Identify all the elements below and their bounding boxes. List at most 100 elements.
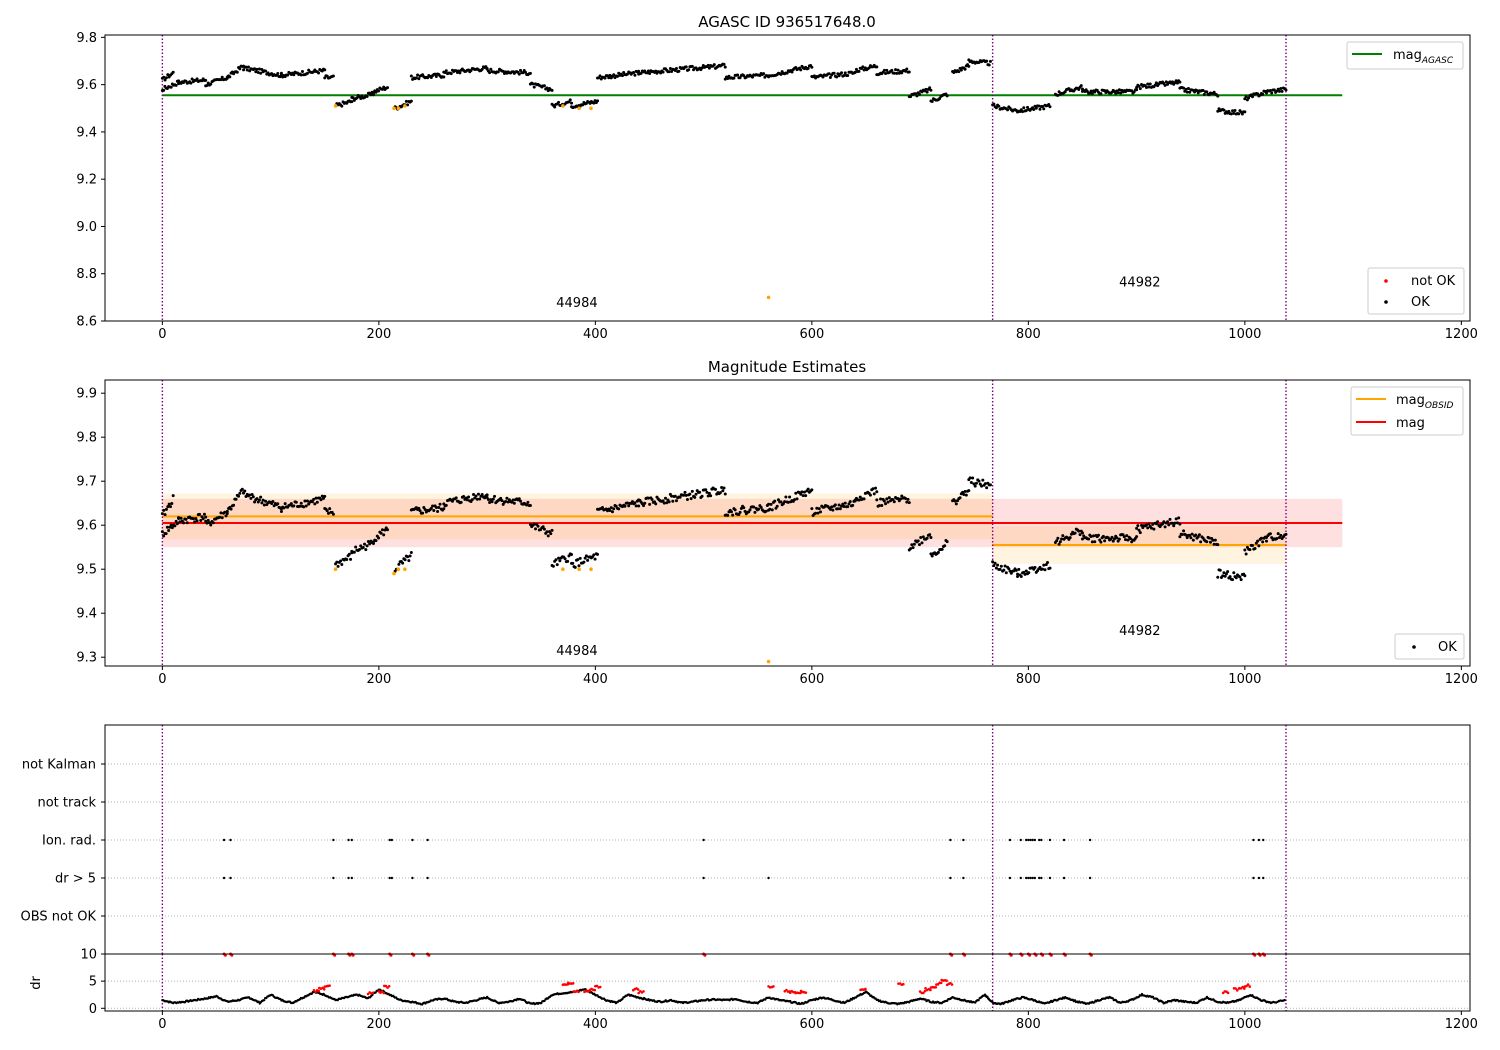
- ok-point: [573, 565, 577, 569]
- ok-point: [1197, 533, 1201, 537]
- ok-point: [1233, 108, 1237, 112]
- ok-point: [857, 498, 861, 502]
- dr-panel-frame: [104, 953, 1471, 1012]
- ok-point: [164, 507, 168, 511]
- flag-point: [350, 876, 354, 880]
- ok-point: [954, 502, 958, 506]
- ok-point: [532, 522, 536, 526]
- ok-point: [1162, 520, 1166, 524]
- ok-point: [857, 69, 861, 73]
- ok-point: [162, 88, 166, 92]
- ok-point: [368, 542, 372, 546]
- flag-point: [1252, 838, 1255, 842]
- clipped-point: [403, 104, 407, 108]
- dr-y-tick-label: 5: [89, 975, 97, 990]
- ok-point: [220, 516, 224, 520]
- ok-point: [298, 504, 302, 508]
- x-tick-label: 200: [366, 1017, 391, 1032]
- ok-point: [757, 507, 761, 511]
- ok-point: [904, 496, 908, 500]
- ok-point: [662, 501, 666, 505]
- flag-point: [1024, 838, 1028, 842]
- ok-point: [1138, 531, 1142, 535]
- ok-point: [875, 490, 879, 494]
- ok-point: [504, 500, 508, 504]
- ok-point: [841, 502, 845, 506]
- flag-category-label: not track: [37, 796, 96, 811]
- ok-point: [521, 71, 525, 75]
- ok-point: [164, 76, 168, 80]
- ok-point: [1239, 578, 1243, 582]
- ok-point: [292, 504, 296, 508]
- ok-point: [554, 558, 558, 562]
- flag-point: [388, 838, 391, 842]
- ok-point: [474, 494, 478, 498]
- ok-point: [1135, 535, 1139, 539]
- y-tick-label: 9.9: [76, 387, 97, 402]
- ok-point: [904, 69, 908, 73]
- ok-point: [433, 72, 437, 76]
- ok-point: [836, 507, 840, 511]
- mag-legend-label: mag: [1396, 416, 1425, 431]
- ok-point: [1277, 89, 1281, 93]
- ok-point: [586, 558, 590, 562]
- ok-point: [1237, 112, 1241, 116]
- ok-point: [339, 559, 343, 563]
- ok-point: [1221, 574, 1225, 578]
- ok-point: [905, 67, 909, 71]
- ok-point: [1227, 109, 1231, 113]
- ok-point: [1135, 88, 1139, 92]
- dr-not-ok-point: [387, 984, 391, 988]
- ok-point: [225, 509, 229, 513]
- ok-point: [1173, 521, 1177, 525]
- ok-point: [929, 535, 933, 539]
- ok-point: [1153, 83, 1157, 87]
- ok-point: [1080, 531, 1084, 535]
- ok-point: [168, 505, 172, 509]
- ok-point: [480, 492, 484, 496]
- dr-not-ok-point: [902, 982, 905, 986]
- ok-point: [1284, 88, 1288, 92]
- ok-point: [444, 503, 448, 507]
- ok-point: [674, 499, 678, 503]
- ok-point: [1017, 567, 1021, 571]
- ok-point: [1166, 520, 1170, 524]
- ok-point: [175, 522, 179, 526]
- ok-point: [769, 502, 773, 506]
- clipped-point: [766, 295, 771, 300]
- ok-point: [163, 78, 167, 82]
- ok-point: [806, 66, 810, 70]
- flag-point: [1040, 876, 1043, 880]
- ok-point: [382, 85, 386, 89]
- dr-not-ok-point: [314, 990, 317, 994]
- ok-point: [1077, 529, 1081, 533]
- flag-point: [702, 876, 705, 880]
- ok-point: [260, 501, 264, 505]
- ok-point: [1117, 88, 1121, 92]
- dr-panel-ticks: 0 200 400 600 800 1000 1200 0 5 10: [80, 948, 1477, 1033]
- ok-point: [408, 554, 412, 558]
- ok-point: [470, 498, 474, 502]
- x-tick-label: 600: [799, 327, 824, 342]
- ok-point: [722, 62, 726, 66]
- ok-point: [1170, 521, 1174, 525]
- ok-point: [994, 106, 998, 110]
- ok-point: [583, 556, 587, 560]
- flag-point: [1040, 838, 1043, 842]
- ok-point: [639, 71, 643, 75]
- dr-not-ok-point: [642, 990, 645, 993]
- ok-point: [981, 478, 985, 482]
- flag-point: [702, 838, 705, 842]
- flag-point: [1029, 838, 1032, 842]
- clipped-point: [577, 567, 581, 571]
- y-tick-label: 9.2: [76, 173, 97, 188]
- ok-point: [759, 505, 763, 509]
- ok-point: [684, 65, 688, 69]
- ok-point: [633, 501, 637, 505]
- ok-point: [1122, 535, 1126, 539]
- flag-point: [962, 838, 965, 842]
- ok-point: [827, 72, 831, 76]
- ok-point: [920, 541, 924, 545]
- ok-point: [684, 493, 688, 497]
- ok-point: [1047, 103, 1051, 107]
